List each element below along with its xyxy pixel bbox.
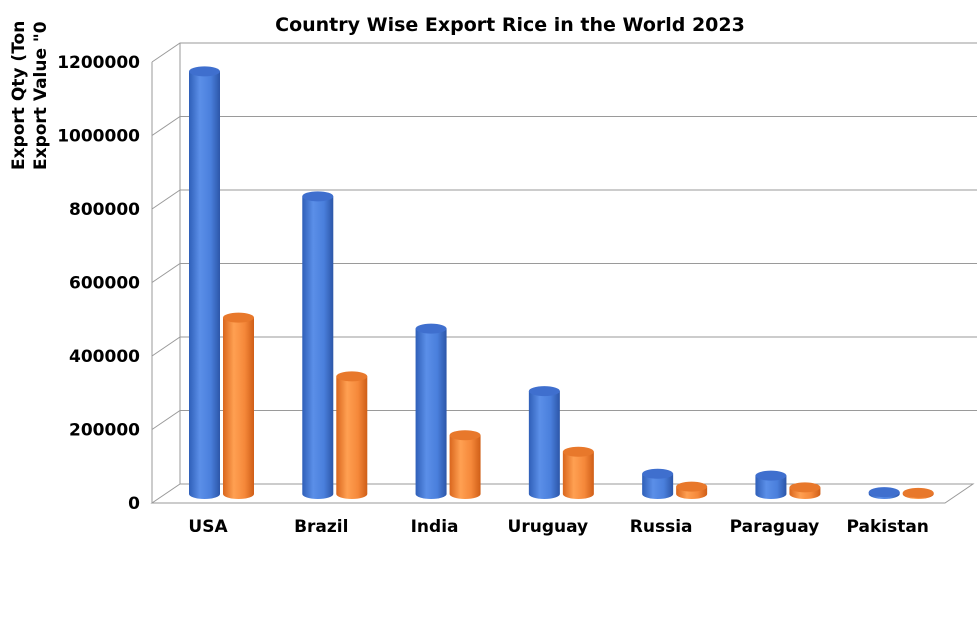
bar bbox=[528, 386, 560, 499]
y-tick-label: 200000 bbox=[69, 421, 140, 441]
bar-cap bbox=[868, 487, 900, 498]
bar-body bbox=[755, 475, 787, 499]
bar bbox=[415, 323, 447, 499]
y-tick-label: 600000 bbox=[69, 274, 140, 294]
y-axis-label-line-2: Export Value "0 bbox=[31, 21, 51, 170]
bar bbox=[562, 446, 594, 499]
bar bbox=[302, 191, 334, 499]
bar-body bbox=[189, 71, 220, 499]
bar-body bbox=[642, 473, 674, 499]
bar-body bbox=[562, 451, 594, 499]
plot-area bbox=[150, 43, 975, 504]
x-tick-label: Russia bbox=[630, 517, 693, 537]
x-tick-label: Brazil bbox=[294, 517, 348, 537]
y-tick-label: 1000000 bbox=[57, 127, 140, 147]
bar-cap bbox=[336, 371, 368, 382]
gridlines bbox=[151, 42, 977, 430]
x-axis-ticks: USA Brazil India Uruguay Russia Paraguay Pakis… bbox=[188, 517, 929, 537]
bars bbox=[189, 66, 934, 499]
bar bbox=[336, 371, 368, 499]
x-tick-label: USA bbox=[188, 517, 228, 537]
gridline bbox=[151, 263, 977, 283]
floor bbox=[150, 483, 975, 504]
bar bbox=[223, 312, 254, 499]
bar-cap bbox=[449, 430, 481, 441]
bar bbox=[676, 481, 708, 499]
bar-cap bbox=[223, 312, 254, 323]
bar bbox=[902, 487, 934, 499]
x-tick-label: Pakistan bbox=[846, 517, 928, 537]
bar-cap bbox=[755, 470, 787, 481]
bar bbox=[868, 487, 900, 499]
bar-body bbox=[223, 317, 254, 499]
gridline bbox=[151, 116, 977, 136]
x-tick-label: Uruguay bbox=[508, 517, 589, 537]
bar bbox=[642, 468, 674, 499]
bar-body bbox=[528, 391, 560, 499]
gridline bbox=[151, 336, 977, 357]
chart-title: Country Wise Export Rice in the World 20… bbox=[275, 14, 745, 36]
y-tick-label: 0 bbox=[128, 494, 140, 514]
bar bbox=[189, 66, 220, 499]
x-tick-label: Paraguay bbox=[730, 517, 820, 537]
bar-cap bbox=[415, 323, 447, 334]
gridline bbox=[151, 189, 977, 210]
bar-body bbox=[449, 435, 481, 499]
bar-body bbox=[302, 196, 334, 499]
bar-cap bbox=[189, 66, 220, 77]
y-axis-label: Export Qty (Ton Export Value "0 bbox=[9, 21, 51, 170]
y-axis-ticks: 0 200000 400000 600000 800000 1000000 1200000 bbox=[57, 53, 140, 514]
bar-cap bbox=[302, 191, 334, 202]
y-tick-label: 800000 bbox=[69, 200, 140, 220]
bar-cap bbox=[789, 482, 821, 493]
bar-cap bbox=[562, 446, 594, 457]
bar-body bbox=[415, 328, 447, 499]
bar-cap bbox=[676, 481, 708, 492]
bar bbox=[789, 482, 821, 499]
bar-cap bbox=[642, 468, 674, 479]
bar bbox=[449, 430, 481, 499]
x-tick-label: India bbox=[411, 517, 459, 537]
y-tick-label: 400000 bbox=[69, 347, 140, 367]
bar-body bbox=[336, 376, 368, 499]
bar bbox=[755, 470, 787, 499]
bar-cap bbox=[902, 487, 934, 498]
y-axis-label-line-1: Export Qty (Ton bbox=[9, 21, 29, 170]
gridline bbox=[151, 410, 977, 430]
bar-cap bbox=[528, 386, 560, 397]
y-tick-label: 1200000 bbox=[57, 53, 140, 73]
gridline bbox=[151, 42, 977, 63]
